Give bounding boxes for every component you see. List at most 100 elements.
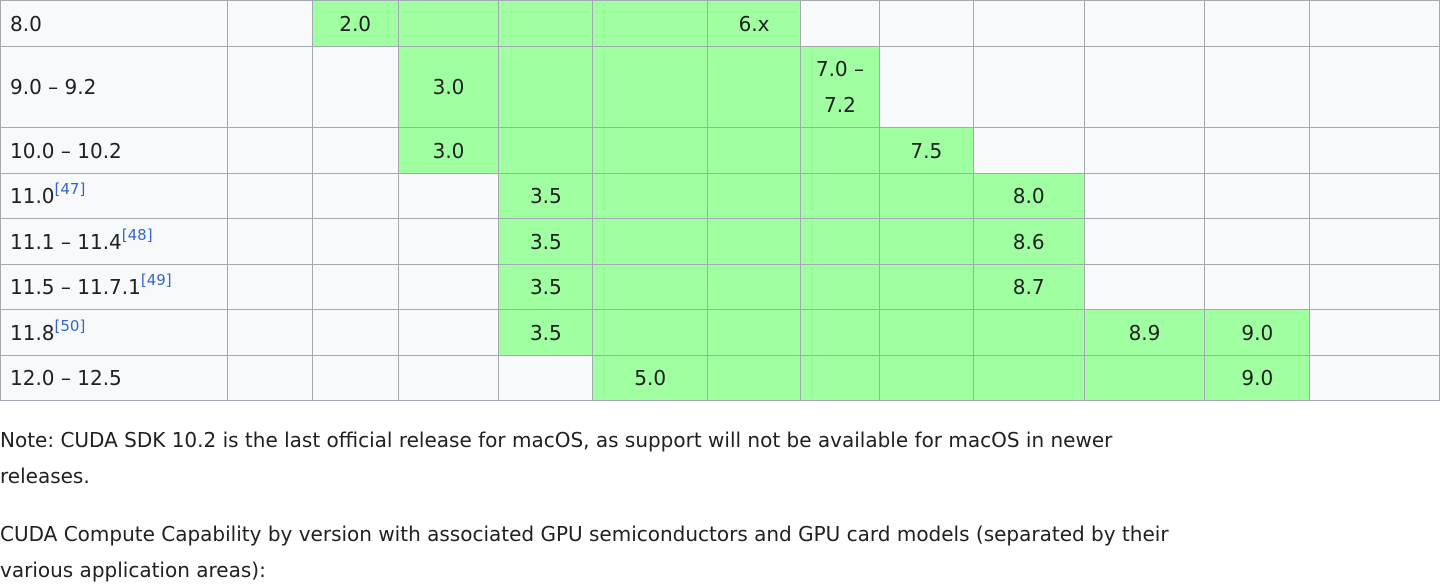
empty-cell bbox=[972, 355, 1085, 401]
compute-capability-cell: 3.0 bbox=[397, 127, 500, 174]
empty-cell bbox=[799, 355, 880, 401]
empty-cell bbox=[311, 355, 399, 401]
empty-cell bbox=[226, 127, 313, 174]
compute-capability-cell: 8.0 bbox=[972, 173, 1085, 219]
empty-cell bbox=[311, 264, 399, 310]
cuda-version-cell: 11.5 – 11.7.1[49] bbox=[0, 264, 228, 310]
empty-cell bbox=[707, 127, 801, 174]
empty-cell bbox=[397, 355, 500, 401]
compute-capability-cell: 9.0 bbox=[1204, 309, 1311, 356]
table-row: 11.8[50] 3.5 8.9 9.0 bbox=[0, 309, 1440, 356]
empty-cell bbox=[799, 127, 880, 174]
reference-link[interactable]: [48] bbox=[121, 225, 153, 244]
empty-cell bbox=[311, 173, 399, 219]
compute-capability-cell: 9.0 bbox=[1204, 355, 1311, 401]
empty-cell bbox=[226, 46, 313, 128]
compute-capability-cell: 8.6 bbox=[972, 218, 1085, 265]
empty-cell bbox=[592, 46, 709, 128]
empty-cell bbox=[799, 173, 880, 219]
empty-cell bbox=[707, 46, 801, 128]
cuda-version-label: 11.8 bbox=[10, 320, 55, 345]
table-body: 8.0 2.0 6.x 9.0 – 9.2 3.0 7.0 – 7.2 10.0 – 10.… bbox=[0, 0, 1440, 401]
empty-cell bbox=[1309, 173, 1440, 219]
empty-cell bbox=[707, 355, 801, 401]
empty-cell bbox=[1083, 173, 1206, 219]
empty-cell bbox=[1083, 127, 1206, 174]
empty-cell bbox=[1083, 46, 1206, 128]
cuda-version-label: 11.0 bbox=[10, 184, 55, 208]
empty-cell bbox=[397, 173, 500, 219]
empty-cell bbox=[311, 309, 399, 356]
cuda-version-table: 8.0 2.0 6.x 9.0 – 9.2 3.0 7.0 – 7.2 10.0 – 10.… bbox=[0, 0, 1440, 401]
empty-cell bbox=[1204, 127, 1311, 174]
compute-capability-cell: 7.5 bbox=[878, 127, 974, 174]
empty-cell bbox=[1204, 218, 1311, 265]
empty-cell bbox=[1309, 46, 1440, 128]
empty-cell bbox=[1083, 264, 1206, 310]
cuda-version-label: 10.0 – 10.2 bbox=[10, 138, 122, 163]
empty-cell bbox=[498, 355, 594, 401]
cuda-version-cell: 9.0 – 9.2 bbox=[0, 46, 228, 128]
empty-cell bbox=[397, 218, 500, 265]
compute-capability-cell: 7.0 – 7.2 bbox=[799, 46, 880, 128]
empty-cell bbox=[226, 173, 313, 219]
table-row: 11.5 – 11.7.1[49] 3.5 8.7 bbox=[0, 264, 1440, 310]
table-row: 9.0 – 9.2 3.0 7.0 – 7.2 bbox=[0, 46, 1440, 128]
compute-capability-cell: 5.0 bbox=[592, 355, 709, 401]
compute-capability-cell: 8.7 bbox=[972, 264, 1085, 310]
empty-cell bbox=[707, 309, 801, 356]
table-row: 12.0 – 12.5 5.0 9.0 bbox=[0, 355, 1440, 401]
empty-cell bbox=[799, 0, 880, 47]
cuda-version-cell: 11.1 – 11.4[48] bbox=[0, 218, 228, 265]
empty-cell bbox=[1083, 218, 1206, 265]
empty-cell bbox=[1309, 309, 1440, 356]
compute-capability-cell: 8.9 bbox=[1083, 309, 1206, 356]
empty-cell bbox=[397, 264, 500, 310]
empty-cell bbox=[1204, 173, 1311, 219]
table-row: 11.0[47] 3.5 8.0 bbox=[0, 173, 1440, 219]
empty-cell bbox=[1309, 264, 1440, 310]
empty-cell bbox=[878, 0, 974, 47]
empty-cell bbox=[397, 309, 500, 356]
empty-cell bbox=[226, 264, 313, 310]
reference-link[interactable]: [49] bbox=[140, 271, 172, 289]
empty-cell bbox=[878, 173, 974, 219]
compute-capability-caption: CUDA Compute Capability by version with … bbox=[0, 522, 1169, 582]
empty-cell bbox=[226, 218, 313, 265]
table-row: 10.0 – 10.2 3.0 7.5 bbox=[0, 127, 1440, 174]
empty-cell bbox=[592, 218, 709, 265]
empty-cell bbox=[1309, 218, 1440, 265]
empty-cell bbox=[972, 46, 1085, 128]
reference-link[interactable]: [50] bbox=[54, 316, 86, 335]
empty-cell bbox=[592, 173, 709, 219]
compute-capability-cell: 3.5 bbox=[498, 309, 594, 356]
table-row: 11.1 – 11.4[48] 3.5 8.6 bbox=[0, 218, 1440, 265]
macos-note: Note: CUDA SDK 10.2 is the last official… bbox=[0, 428, 1113, 488]
empty-cell bbox=[707, 173, 801, 219]
cuda-version-label: 11.1 – 11.4 bbox=[10, 229, 122, 254]
empty-cell bbox=[311, 218, 399, 265]
empty-cell bbox=[592, 264, 709, 310]
empty-cell bbox=[799, 264, 880, 310]
empty-cell bbox=[1083, 0, 1206, 47]
empty-cell bbox=[1309, 355, 1440, 401]
empty-cell bbox=[1204, 0, 1311, 47]
empty-cell bbox=[1204, 46, 1311, 128]
empty-cell bbox=[226, 309, 313, 356]
empty-cell bbox=[226, 0, 313, 47]
cuda-version-cell: 8.0 bbox=[0, 0, 228, 47]
empty-cell bbox=[1083, 355, 1206, 401]
reference-link[interactable]: [47] bbox=[54, 180, 86, 198]
cuda-version-label: 11.5 – 11.7.1 bbox=[10, 275, 141, 299]
empty-cell bbox=[878, 264, 974, 310]
cuda-version-label: 9.0 – 9.2 bbox=[10, 75, 97, 99]
compute-capability-cell: 3.0 bbox=[397, 46, 500, 128]
empty-cell bbox=[972, 0, 1085, 47]
empty-cell bbox=[498, 0, 594, 47]
cuda-version-cell: 11.0[47] bbox=[0, 173, 228, 219]
cuda-version-label: 8.0 bbox=[10, 11, 42, 36]
empty-cell bbox=[498, 46, 594, 128]
empty-cell bbox=[707, 218, 801, 265]
empty-cell bbox=[1309, 127, 1440, 174]
compute-capability-cell: 3.5 bbox=[498, 173, 594, 219]
